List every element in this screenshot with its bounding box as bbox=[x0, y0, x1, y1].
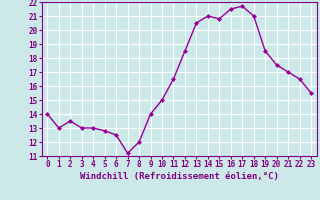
X-axis label: Windchill (Refroidissement éolien,°C): Windchill (Refroidissement éolien,°C) bbox=[80, 172, 279, 181]
